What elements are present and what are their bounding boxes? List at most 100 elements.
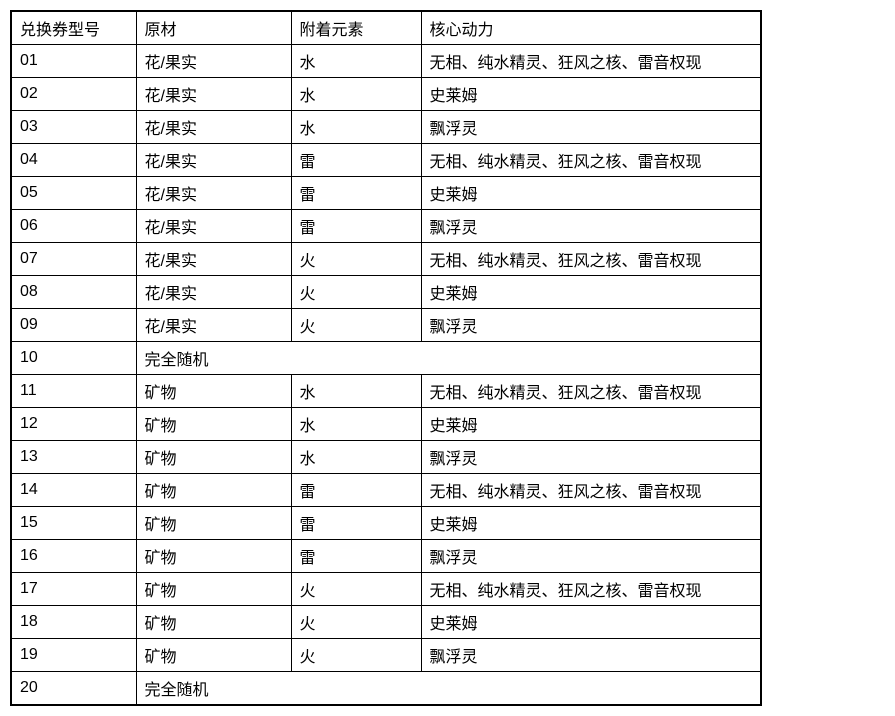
table-cell: 火: [291, 573, 421, 606]
table-cell: 水: [291, 78, 421, 111]
table-cell: 矿物: [136, 573, 291, 606]
table-cell: 矿物: [136, 441, 291, 474]
table-cell: 19: [11, 639, 136, 672]
table-cell: 史莱姆: [421, 507, 761, 540]
table-cell: 雷: [291, 507, 421, 540]
table-cell: 花/果实: [136, 45, 291, 78]
table-cell: 10: [11, 342, 136, 375]
table-cell: 史莱姆: [421, 78, 761, 111]
table-row: 05花/果实雷史莱姆: [11, 177, 761, 210]
table-cell: 水: [291, 375, 421, 408]
table-cell: 水: [291, 441, 421, 474]
table-cell: 火: [291, 276, 421, 309]
table-row: 06花/果实雷飘浮灵: [11, 210, 761, 243]
col-header-id: 兑换券型号: [11, 11, 136, 45]
table-cell: 03: [11, 111, 136, 144]
table-cell: 花/果实: [136, 309, 291, 342]
table-row: 09花/果实火飘浮灵: [11, 309, 761, 342]
table-cell: 矿物: [136, 507, 291, 540]
table-cell: 水: [291, 45, 421, 78]
table-row: 15矿物雷史莱姆: [11, 507, 761, 540]
table-cell: 无相、纯水精灵、狂风之核、雷音权现: [421, 243, 761, 276]
table-cell: 飘浮灵: [421, 441, 761, 474]
table-row: 20完全随机: [11, 672, 761, 706]
table-cell: 16: [11, 540, 136, 573]
table-cell: 飘浮灵: [421, 111, 761, 144]
table-cell: 花/果实: [136, 177, 291, 210]
table-cell-merged: 完全随机: [136, 342, 761, 375]
table-cell: 05: [11, 177, 136, 210]
table-cell: 史莱姆: [421, 606, 761, 639]
table-cell: 雷: [291, 177, 421, 210]
table-cell: 飘浮灵: [421, 639, 761, 672]
table-cell: 07: [11, 243, 136, 276]
table-row: 19矿物火飘浮灵: [11, 639, 761, 672]
table-cell: 06: [11, 210, 136, 243]
table-cell: 18: [11, 606, 136, 639]
table-row: 01花/果实水无相、纯水精灵、狂风之核、雷音权现: [11, 45, 761, 78]
col-header-element: 附着元素: [291, 11, 421, 45]
table-cell: 04: [11, 144, 136, 177]
table-row: 04花/果实雷无相、纯水精灵、狂风之核、雷音权现: [11, 144, 761, 177]
table-cell: 矿物: [136, 375, 291, 408]
table-row: 02花/果实水史莱姆: [11, 78, 761, 111]
table-cell: 水: [291, 408, 421, 441]
table-cell: 12: [11, 408, 136, 441]
table-cell: 雷: [291, 210, 421, 243]
table-cell: 13: [11, 441, 136, 474]
table-row: 10完全随机: [11, 342, 761, 375]
table-row: 11矿物水无相、纯水精灵、狂风之核、雷音权现: [11, 375, 761, 408]
table-cell: 花/果实: [136, 276, 291, 309]
table-cell: 矿物: [136, 408, 291, 441]
table-cell: 史莱姆: [421, 177, 761, 210]
table-cell: 01: [11, 45, 136, 78]
table-cell: 09: [11, 309, 136, 342]
table-cell: 史莱姆: [421, 408, 761, 441]
table-cell: 15: [11, 507, 136, 540]
table-cell: 无相、纯水精灵、狂风之核、雷音权现: [421, 45, 761, 78]
table-cell: 无相、纯水精灵、狂风之核、雷音权现: [421, 144, 761, 177]
table-cell: 矿物: [136, 474, 291, 507]
table-row: 16矿物雷飘浮灵: [11, 540, 761, 573]
table-row: 13矿物水飘浮灵: [11, 441, 761, 474]
table-cell: 火: [291, 639, 421, 672]
table-cell: 无相、纯水精灵、狂风之核、雷音权现: [421, 375, 761, 408]
table-row: 14矿物雷无相、纯水精灵、狂风之核、雷音权现: [11, 474, 761, 507]
table-cell: 14: [11, 474, 136, 507]
table-row: 18矿物火史莱姆: [11, 606, 761, 639]
table-cell: 雷: [291, 474, 421, 507]
table-cell: 史莱姆: [421, 276, 761, 309]
table-cell: 火: [291, 243, 421, 276]
table-cell: 矿物: [136, 606, 291, 639]
table-cell: 花/果实: [136, 78, 291, 111]
table-cell: 矿物: [136, 540, 291, 573]
col-header-material: 原材: [136, 11, 291, 45]
table-cell: 雷: [291, 540, 421, 573]
table-cell: 飘浮灵: [421, 309, 761, 342]
table-row: 12矿物水史莱姆: [11, 408, 761, 441]
table-header-row: 兑换券型号 原材 附着元素 核心动力: [11, 11, 761, 45]
table-cell: 无相、纯水精灵、狂风之核、雷音权现: [421, 474, 761, 507]
table-cell: 飘浮灵: [421, 540, 761, 573]
table-cell: 08: [11, 276, 136, 309]
table-cell: 花/果实: [136, 111, 291, 144]
table-cell: 雷: [291, 144, 421, 177]
table-cell: 花/果实: [136, 144, 291, 177]
table-row: 08花/果实火史莱姆: [11, 276, 761, 309]
table-cell: 17: [11, 573, 136, 606]
table-cell: 02: [11, 78, 136, 111]
table-cell: 火: [291, 606, 421, 639]
table-row: 03花/果实水飘浮灵: [11, 111, 761, 144]
table-row: 17矿物火无相、纯水精灵、狂风之核、雷音权现: [11, 573, 761, 606]
table-cell: 水: [291, 111, 421, 144]
table-row: 07花/果实火无相、纯水精灵、狂风之核、雷音权现: [11, 243, 761, 276]
table-cell: 花/果实: [136, 210, 291, 243]
table-cell: 花/果实: [136, 243, 291, 276]
col-header-core: 核心动力: [421, 11, 761, 45]
table-cell: 火: [291, 309, 421, 342]
table-cell: 20: [11, 672, 136, 706]
table-cell: 飘浮灵: [421, 210, 761, 243]
table-cell: 无相、纯水精灵、狂风之核、雷音权现: [421, 573, 761, 606]
table-cell-merged: 完全随机: [136, 672, 761, 706]
table-cell: 11: [11, 375, 136, 408]
